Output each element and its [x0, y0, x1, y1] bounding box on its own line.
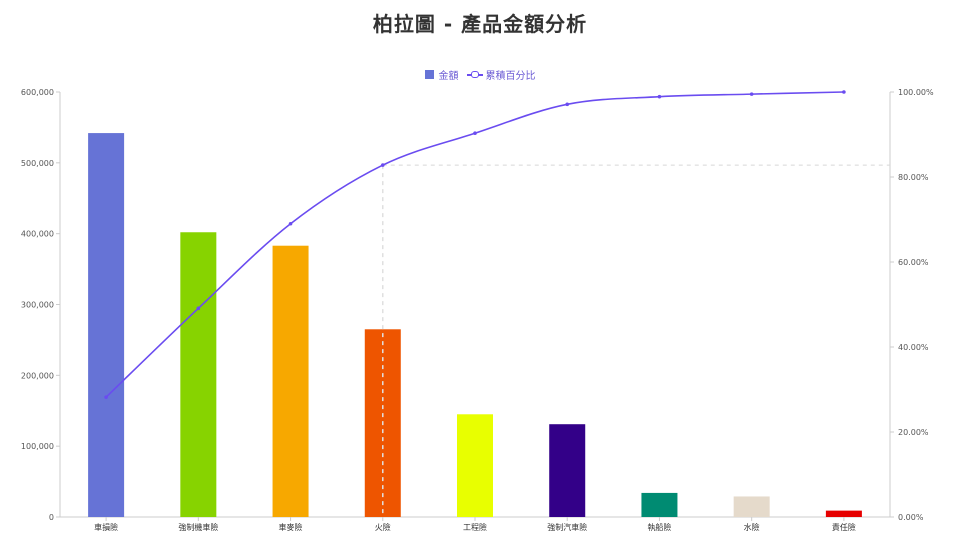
legend-swatch-cumulative: [466, 70, 483, 79]
cumulative-point-9[interactable]: [842, 90, 846, 94]
legend-swatch-amount: [424, 70, 434, 79]
cumulative-point-7[interactable]: [657, 94, 662, 99]
chart-title: 柏拉圖 - 產品金額分析: [372, 12, 588, 36]
x-tick-label: 責任險: [832, 522, 856, 532]
x-tick-label: 執船險: [647, 522, 671, 532]
cumulative-percent-line: [105, 91, 844, 398]
y-right-tick-label: 80.00%: [898, 173, 929, 182]
y-left-tick-label: 0: [49, 513, 54, 522]
bar-5[interactable]: [457, 414, 493, 517]
cumulative-point-2[interactable]: [196, 306, 201, 311]
x-tick-label: 水險: [744, 522, 760, 532]
x-tick-label: 工程險: [463, 522, 487, 532]
y-right-tick-label: 60.00%: [898, 258, 929, 267]
cumulative-point-3[interactable]: [288, 221, 293, 226]
bar-2[interactable]: [180, 232, 217, 517]
cumulative-point-4[interactable]: [380, 163, 385, 167]
bar-6[interactable]: [549, 424, 586, 517]
y-left-tick-label: 300,000: [21, 301, 54, 310]
y-left-tick-label: 500,000: [21, 159, 54, 168]
bar-1[interactable]: [88, 133, 125, 518]
bar-7[interactable]: [641, 492, 678, 517]
x-tick-label: 車麥險: [279, 522, 303, 532]
x-tick-label: 火險: [375, 522, 391, 532]
legend-item-cumulative[interactable]: 累積百分比: [466, 67, 536, 82]
legend-label-cumulative: 累積百分比: [485, 71, 536, 82]
bar-3[interactable]: [272, 245, 309, 518]
cumulative-point-1[interactable]: [104, 395, 108, 399]
bar-9[interactable]: [825, 510, 862, 517]
y-right-tick-label: 0.00%: [898, 513, 924, 522]
y-left-tick-label: 100,000: [21, 442, 54, 451]
bar-8[interactable]: [733, 496, 770, 517]
y-right-tick-label: 100.00%: [898, 88, 934, 97]
y-left-tick-label: 600,000: [21, 88, 54, 97]
x-tick-label: 強制汽車險: [547, 522, 587, 532]
y-right-tick-label: 40.00%: [898, 343, 929, 352]
legend-label-amount: 金額: [438, 71, 459, 82]
cumulative-point-6[interactable]: [565, 102, 570, 107]
cumulative-point-5[interactable]: [473, 131, 477, 136]
chart-legend: 金額 累積百分比: [0, 67, 960, 82]
cumulative-point-8[interactable]: [749, 92, 754, 96]
y-right-tick-label: 20.00%: [898, 428, 929, 437]
x-tick-label: 車損險: [94, 522, 118, 532]
y-left-tick-label: 200,000: [21, 371, 54, 380]
y-left-tick-label: 400,000: [21, 230, 54, 239]
x-tick-label: 強制機車險: [178, 522, 218, 532]
legend-item-amount[interactable]: 金額: [424, 67, 459, 82]
